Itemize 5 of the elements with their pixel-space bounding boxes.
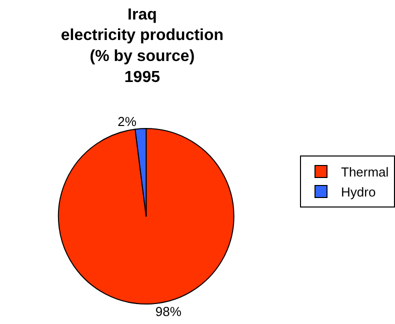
legend-label: Thermal xyxy=(341,164,389,180)
data-label: 2% xyxy=(118,114,137,129)
chart-title: Iraq electricity production (% by source) 1995 xyxy=(60,6,224,86)
data-label: 98% xyxy=(155,304,182,319)
legend-label: Hydro xyxy=(341,184,376,200)
